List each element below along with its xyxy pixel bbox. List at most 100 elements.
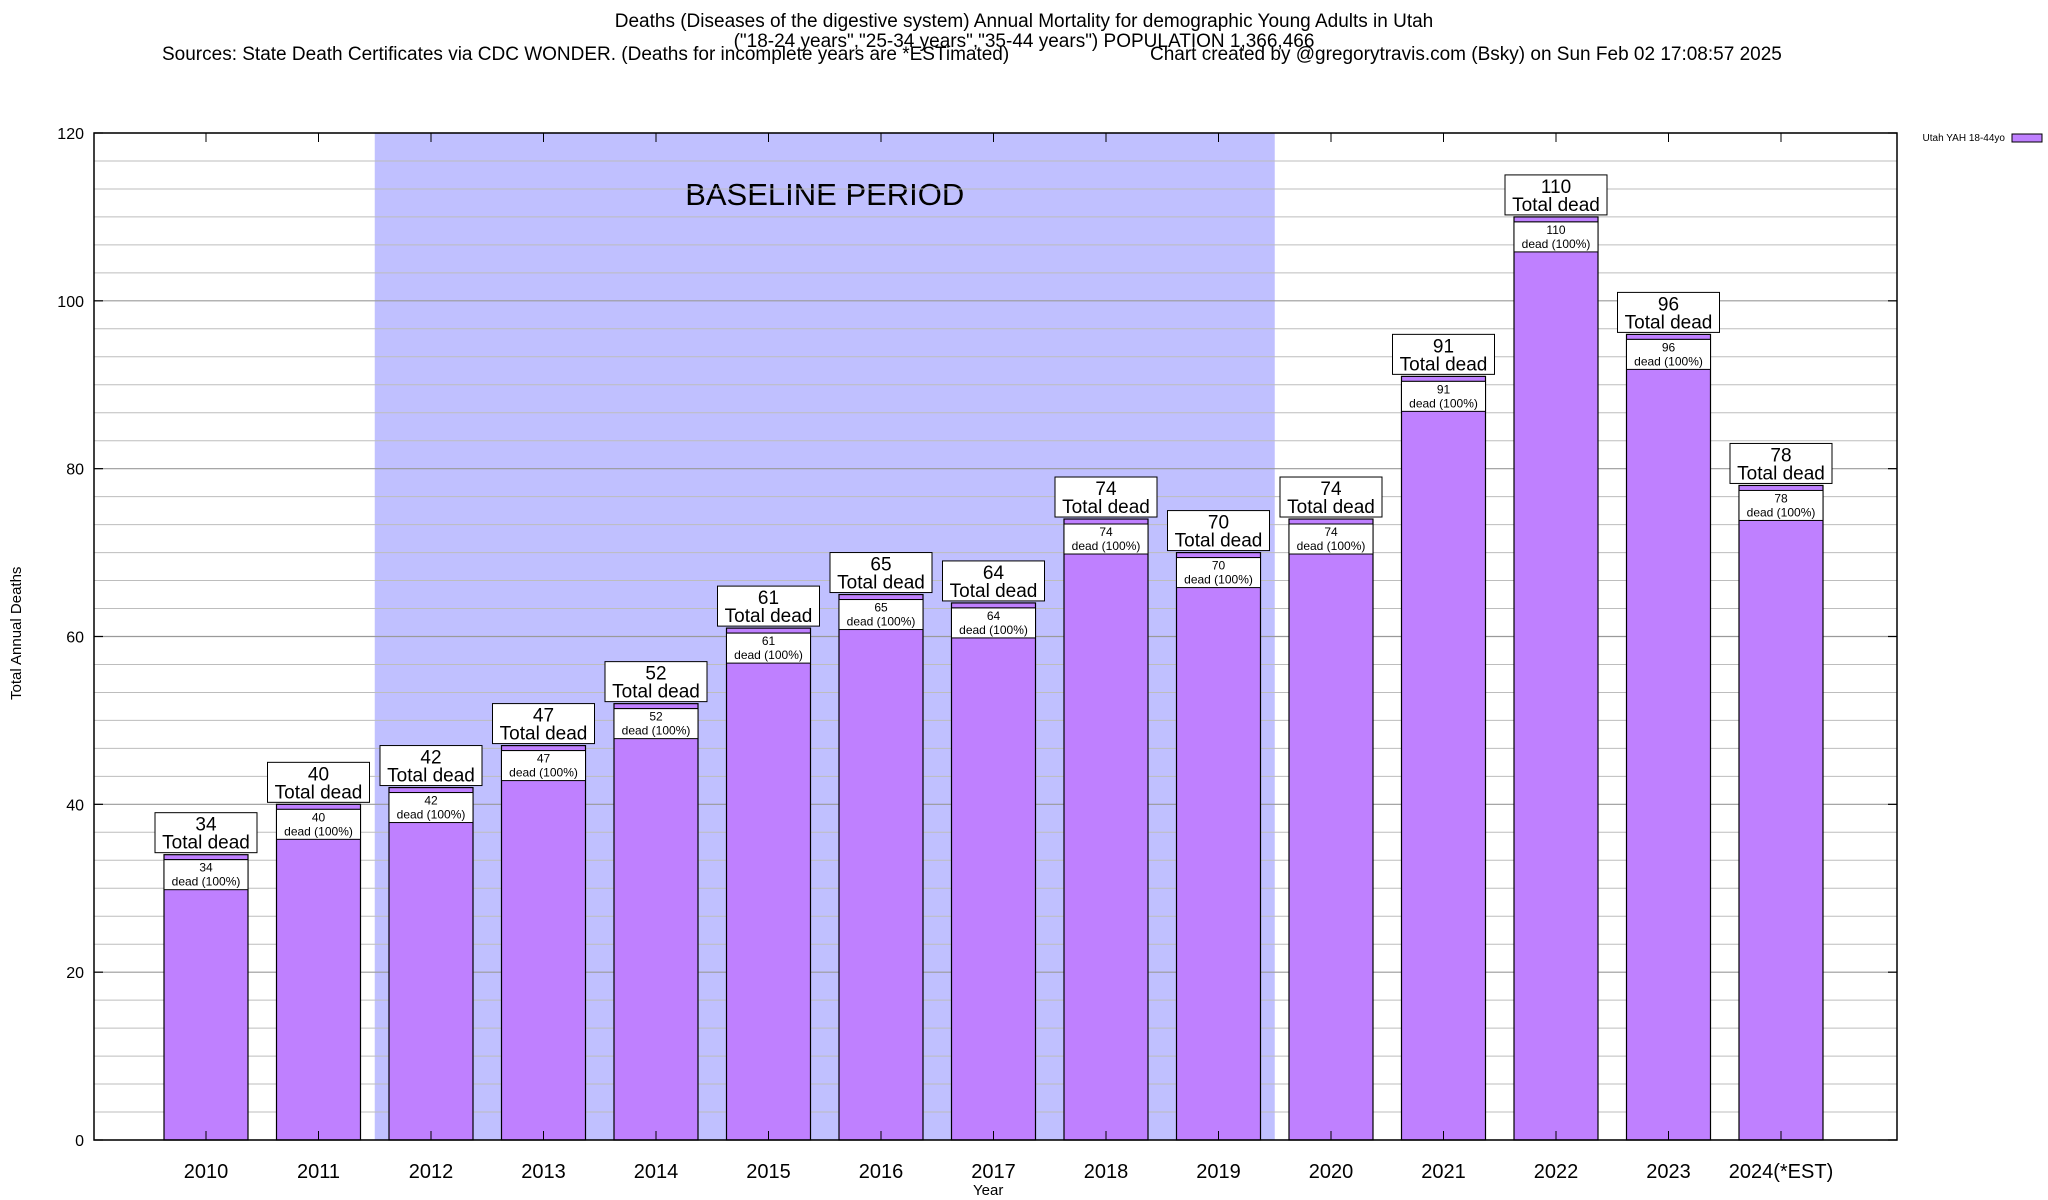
baseline-period-label: BASELINE PERIOD	[685, 177, 964, 212]
chart-credit: Chart created by @gregorytravis.com (Bsk…	[1150, 44, 1782, 65]
top-label-value: 61	[758, 588, 779, 609]
top-label-text: Total dead	[387, 766, 475, 787]
x-tick-label: 2020	[1309, 1161, 1354, 1183]
inner-label-text: dead (100%)	[509, 766, 578, 780]
top-label-value: 65	[870, 555, 891, 576]
x-tick-label: 2014	[634, 1161, 679, 1183]
inner-label-value: 40	[312, 810, 326, 824]
top-label-value: 34	[195, 815, 217, 836]
top-label-text: Total dead	[500, 724, 588, 745]
inner-label-value: 64	[987, 609, 1001, 623]
inner-label-box	[1738, 489, 1824, 521]
x-tick-label: 2013	[521, 1161, 566, 1183]
x-tick-label: 2016	[859, 1161, 904, 1183]
inner-label-box	[388, 792, 474, 824]
inner-label-text: dead (100%)	[1409, 396, 1478, 410]
bar	[388, 786, 474, 1141]
bar	[1175, 551, 1262, 1141]
inner-label-box	[1513, 221, 1599, 253]
chart-title-line-2: ("18-24 years","25-34 years","35-44 year…	[733, 31, 1315, 52]
inner-label-box	[1401, 380, 1486, 412]
top-label-box	[267, 761, 370, 803]
inner-label-text: dead (100%)	[847, 615, 916, 629]
bar	[1400, 375, 1487, 1141]
x-tick-label: 2010	[184, 1161, 229, 1183]
inner-label-box	[1626, 338, 1711, 370]
x-tick-label: 2017	[971, 1161, 1016, 1183]
top-label-box	[1392, 333, 1495, 375]
inner-label-value: 91	[1437, 382, 1451, 396]
x-tick-label: 2023	[1646, 1161, 1691, 1183]
inner-label-text: dead (100%)	[1747, 505, 1816, 519]
top-label-value: 96	[1658, 294, 1679, 315]
y-tick-label: 60	[66, 630, 84, 647]
top-label-text: Total dead	[1625, 312, 1713, 333]
inner-label-value: 65	[874, 601, 888, 615]
inner-label-box	[1176, 557, 1261, 589]
top-label-box	[154, 812, 258, 854]
bar	[1513, 216, 1599, 1141]
y-tick-label: 0	[75, 1133, 84, 1150]
inner-label-value: 42	[424, 794, 438, 808]
top-label-value: 70	[1208, 513, 1229, 534]
top-label-value: 74	[1095, 479, 1117, 500]
inner-label-box	[276, 808, 361, 840]
y-tick-label: 40	[66, 797, 84, 814]
x-tick-label: 2011	[297, 1161, 340, 1183]
top-label-text: Total dead	[1512, 195, 1600, 216]
top-label-text: Total dead	[1400, 354, 1488, 375]
inner-label-text: dead (100%)	[1297, 539, 1366, 553]
inner-label-value: 70	[1212, 559, 1226, 573]
bar	[1288, 518, 1374, 1141]
inner-label-value: 78	[1774, 491, 1788, 505]
bar	[950, 602, 1037, 1141]
top-label-text: Total dead	[1737, 463, 1825, 484]
inner-label-text: dead (100%)	[284, 824, 353, 838]
top-label-text: Total dead	[950, 581, 1038, 602]
inner-label-text: dead (100%)	[1184, 573, 1253, 587]
inner-label-box	[163, 859, 249, 891]
inner-label-box	[951, 607, 1036, 639]
y-tick-label: 20	[66, 965, 84, 982]
y-tick-label: 100	[57, 294, 84, 311]
top-label-text: Total dead	[837, 573, 925, 594]
top-label-box	[942, 560, 1045, 602]
top-label-box	[379, 745, 483, 787]
bar	[500, 744, 587, 1141]
top-label-box	[1054, 476, 1158, 518]
bar	[725, 627, 812, 1141]
inner-label-text: dead (100%)	[959, 623, 1028, 637]
bar	[1063, 518, 1149, 1141]
top-label-box	[1167, 510, 1270, 552]
bar	[838, 593, 924, 1141]
x-axis-label: Year	[973, 1182, 1004, 1199]
top-label-box	[492, 703, 595, 745]
top-label-text: Total dead	[275, 782, 363, 803]
x-tick-label: 2015	[746, 1161, 791, 1183]
inner-label-text: dead (100%)	[397, 808, 466, 822]
x-tick-label: 2019	[1196, 1161, 1241, 1183]
top-label-text: Total dead	[1287, 497, 1375, 518]
legend-label: Utah YAH 18-44yo	[1923, 133, 2006, 144]
x-tick-label: 2024(*EST)	[1729, 1161, 1834, 1183]
top-label-text: Total dead	[162, 833, 250, 854]
x-tick-label: 2022	[1534, 1161, 1579, 1183]
top-label-box	[1279, 476, 1383, 518]
x-tick-label: 2018	[1084, 1161, 1129, 1183]
top-label-value: 40	[308, 764, 329, 785]
bar	[163, 854, 249, 1141]
inner-label-box	[613, 708, 699, 740]
top-label-box	[604, 661, 708, 703]
inner-label-value: 61	[762, 634, 776, 648]
inner-label-box	[726, 632, 811, 664]
top-label-text: Total dead	[1062, 497, 1150, 518]
top-label-text: Total dead	[612, 682, 700, 703]
inner-label-value: 34	[199, 861, 213, 875]
bar	[1738, 484, 1824, 1141]
top-label-value: 74	[1320, 479, 1342, 500]
inner-label-box	[1288, 523, 1374, 555]
top-label-box	[1504, 174, 1608, 216]
legend-swatch	[2011, 133, 2043, 143]
top-label-box	[717, 585, 820, 627]
